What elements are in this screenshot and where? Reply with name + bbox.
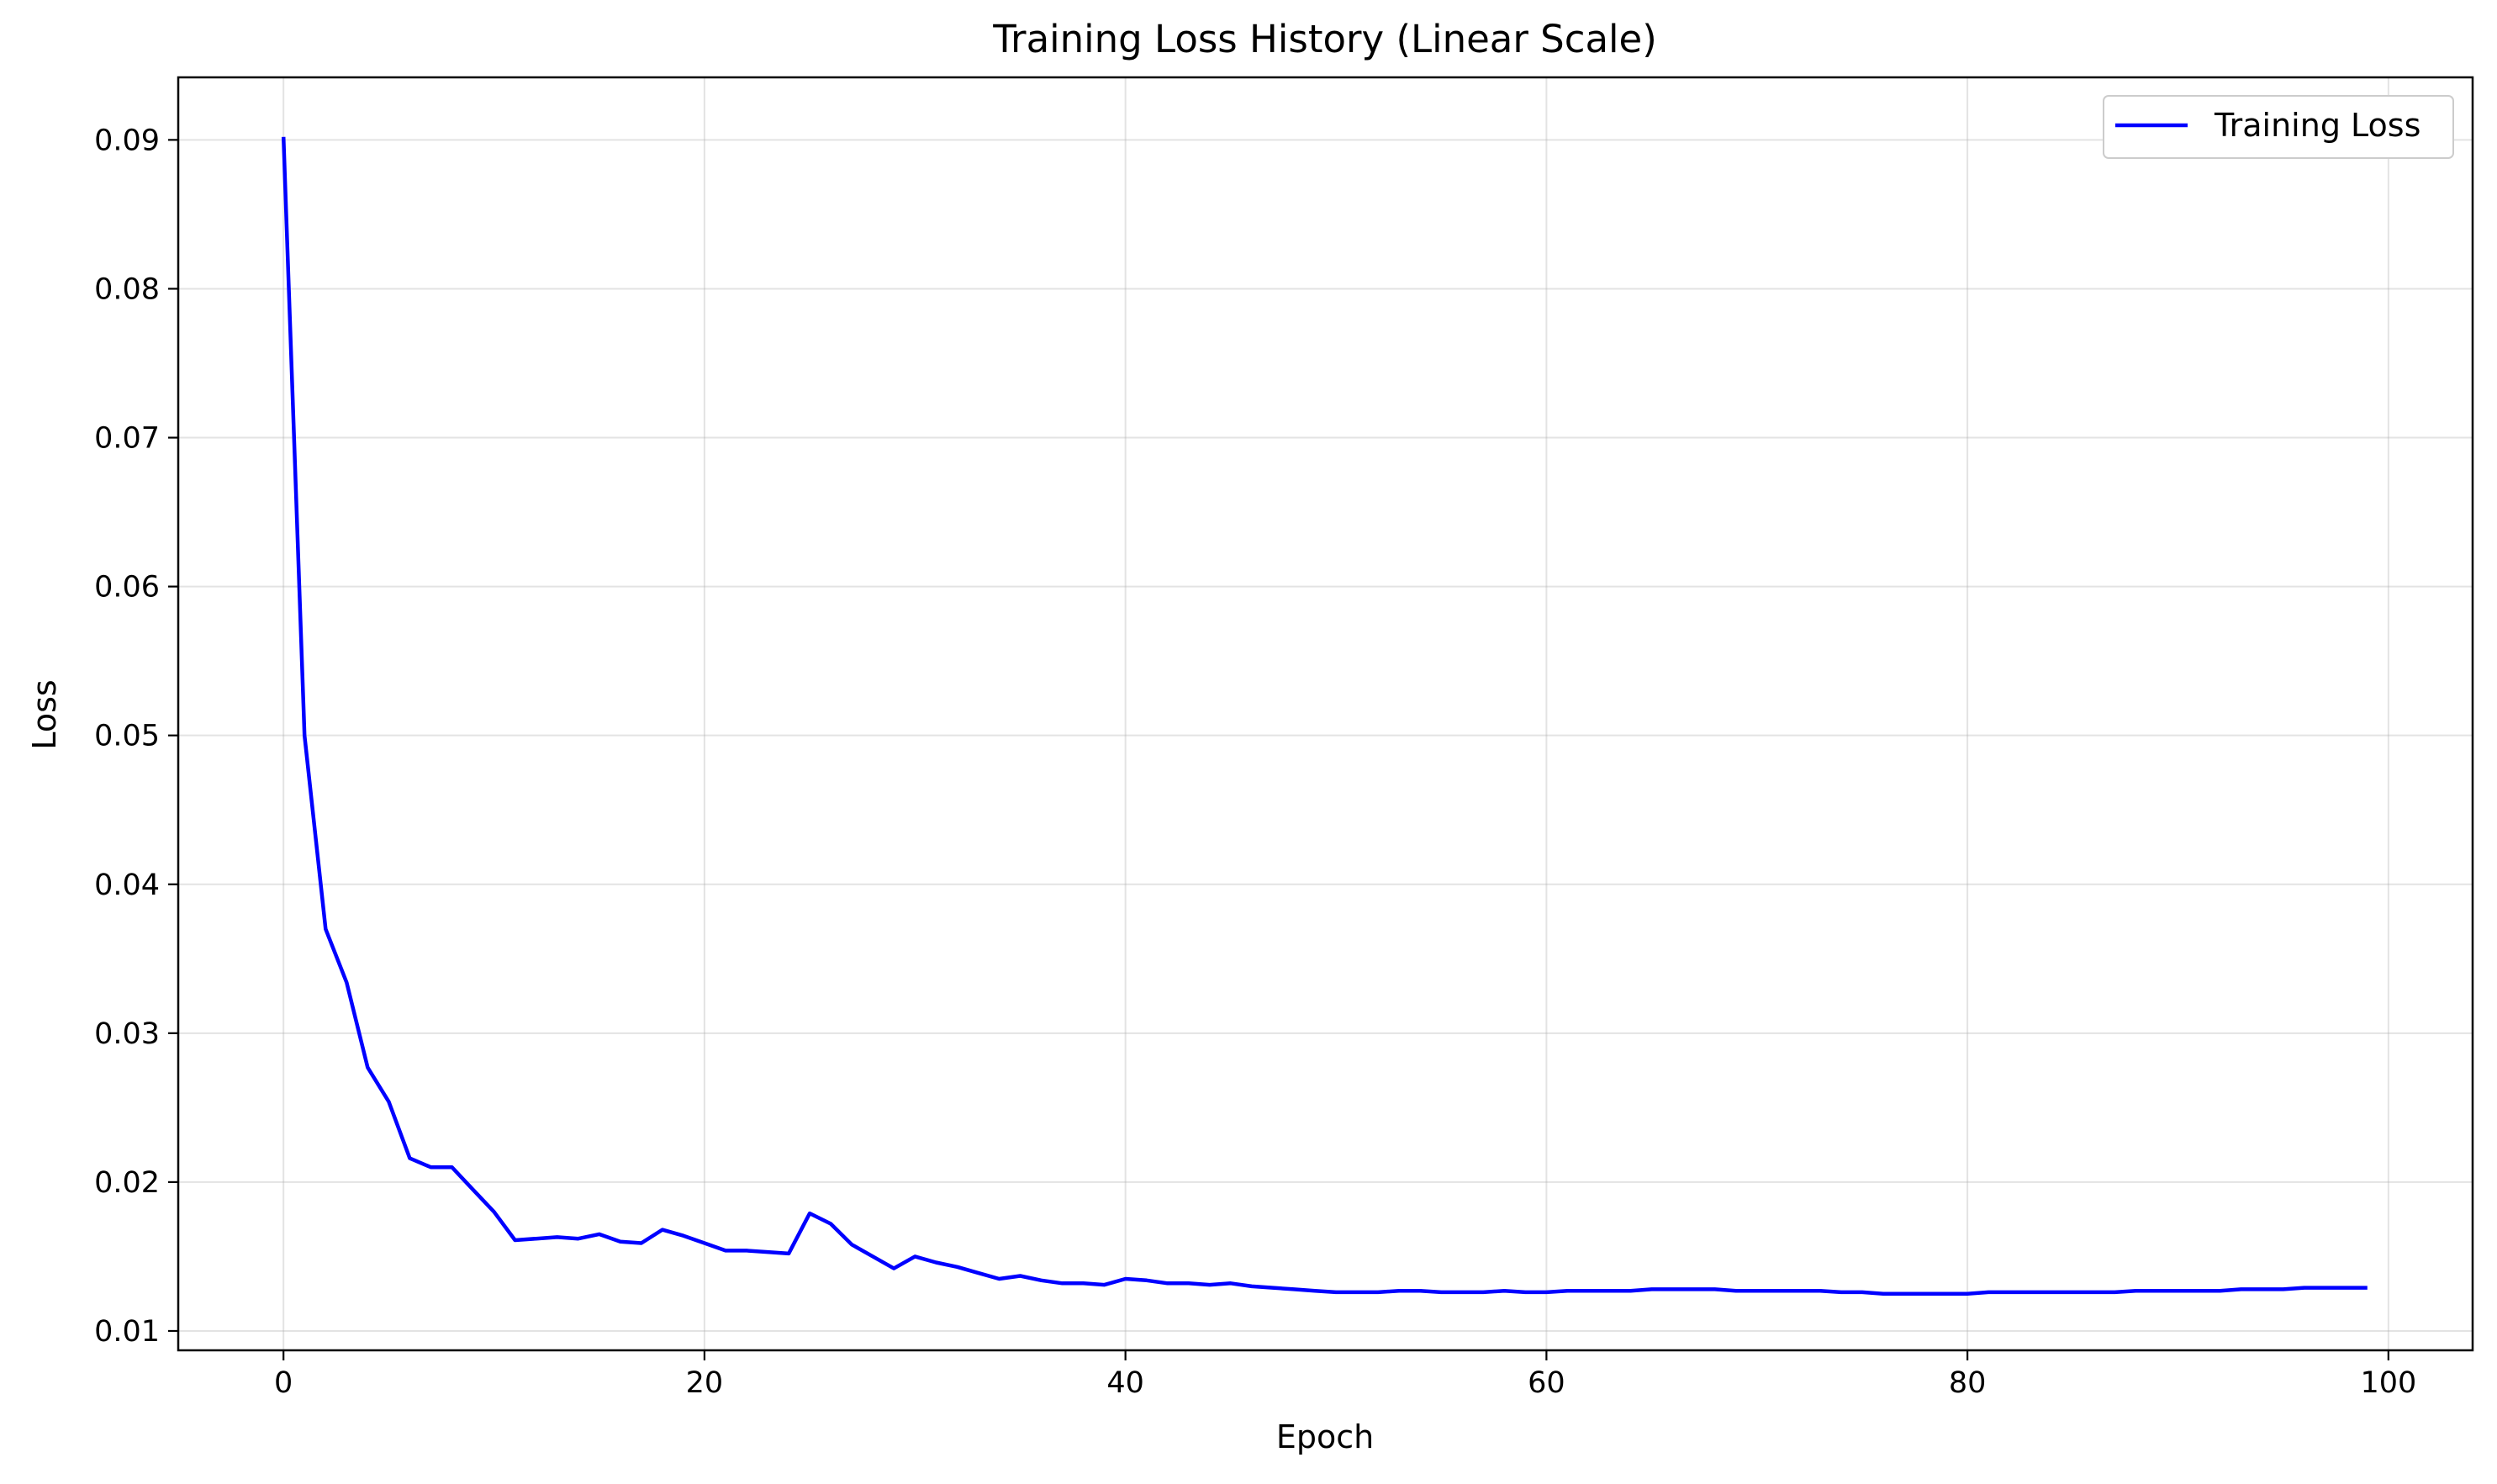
x-tick-label: 40 [1106, 1366, 1144, 1400]
legend-label-training-loss: Training Loss [2214, 107, 2420, 144]
y-axis: 0.01 0.02 0.03 0.04 0.05 0.06 0.07 0.08 0.09 [94, 124, 178, 1349]
y-tick-label: 0.02 [94, 1166, 160, 1200]
x-tick-label: 0 [274, 1366, 293, 1400]
x-tick-label: 100 [2360, 1366, 2416, 1400]
series-line-training-loss [281, 136, 2368, 1296]
y-tick-label: 0.08 [94, 272, 160, 306]
plot-frame [177, 76, 2474, 1352]
y-tick-label: 0.01 [94, 1315, 160, 1349]
x-tick-label: 20 [686, 1366, 724, 1400]
y-tick-label: 0.03 [94, 1017, 160, 1051]
y-tick-label: 0.06 [94, 571, 160, 605]
x-axis: 0 20 40 60 80 100 [274, 1350, 2416, 1400]
y-tick-label: 0.07 [94, 422, 160, 456]
y-axis-title: Loss [26, 679, 63, 749]
chart-title: Training Loss History (Linear Scale) [992, 17, 1657, 61]
grid [178, 77, 2473, 1350]
y-tick-label: 0.04 [94, 869, 160, 902]
y-tick-label: 0.09 [94, 124, 160, 157]
y-tick-label: 0.05 [94, 720, 160, 753]
x-tick-label: 80 [1949, 1366, 1987, 1400]
legend-box [2103, 95, 2454, 159]
legend: Training Loss [2103, 95, 2454, 159]
series-layer [281, 136, 2368, 1296]
x-axis-title: Epoch [1276, 1418, 1374, 1455]
x-tick-label: 60 [1528, 1366, 1565, 1400]
